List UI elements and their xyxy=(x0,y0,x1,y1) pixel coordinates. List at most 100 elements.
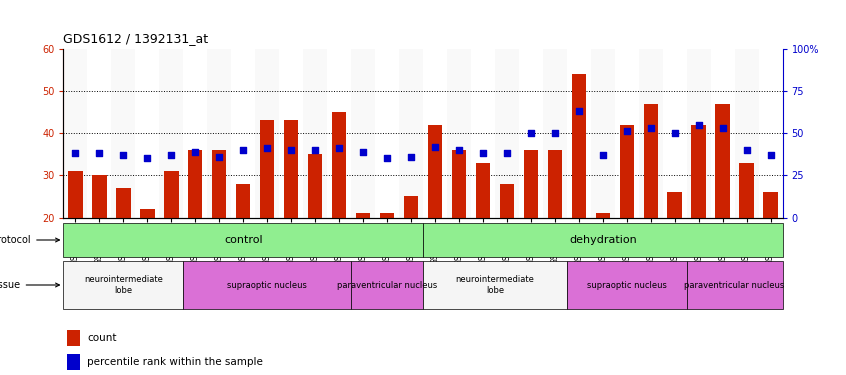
Text: tissue: tissue xyxy=(0,280,59,290)
Bar xyxy=(471,49,495,217)
Bar xyxy=(428,124,442,217)
Bar xyxy=(524,150,538,217)
Text: supraoptic nucleus: supraoptic nucleus xyxy=(228,280,307,290)
Bar xyxy=(284,120,299,218)
Bar xyxy=(207,49,231,217)
Bar xyxy=(231,49,255,217)
Bar xyxy=(687,49,711,217)
Bar xyxy=(332,112,346,218)
Bar xyxy=(67,330,80,346)
Bar xyxy=(260,120,274,218)
Text: neurointermediate
lobe: neurointermediate lobe xyxy=(84,275,162,295)
Bar xyxy=(303,49,327,217)
Bar xyxy=(615,49,639,217)
Bar xyxy=(639,49,662,217)
Bar xyxy=(711,49,734,217)
Bar xyxy=(279,49,303,217)
Bar xyxy=(734,49,759,217)
Point xyxy=(92,150,106,156)
Point xyxy=(428,144,442,150)
Bar xyxy=(596,213,610,217)
Bar xyxy=(255,49,279,217)
Point xyxy=(117,152,130,158)
Bar xyxy=(500,184,514,218)
Text: supraoptic nucleus: supraoptic nucleus xyxy=(587,280,667,290)
Bar xyxy=(543,49,567,217)
Bar xyxy=(63,261,184,309)
Bar xyxy=(667,192,682,217)
Text: GDS1612 / 1392131_at: GDS1612 / 1392131_at xyxy=(63,32,209,45)
Bar xyxy=(87,49,112,217)
Bar xyxy=(644,104,658,218)
Bar xyxy=(547,150,562,217)
Bar xyxy=(69,171,83,217)
Point xyxy=(261,146,274,152)
Bar xyxy=(212,150,227,217)
Bar xyxy=(763,192,777,217)
Bar xyxy=(423,223,783,257)
Point xyxy=(524,130,537,136)
Bar xyxy=(567,49,591,217)
Text: protocol: protocol xyxy=(0,235,59,245)
Text: count: count xyxy=(87,333,117,343)
Bar xyxy=(591,49,615,217)
Bar xyxy=(375,49,399,217)
Point xyxy=(764,152,777,158)
Point xyxy=(69,150,82,156)
Text: percentile rank within the sample: percentile rank within the sample xyxy=(87,357,263,367)
Point xyxy=(716,125,729,131)
Bar xyxy=(236,184,250,218)
Bar xyxy=(423,49,447,217)
Text: paraventricular nucleus: paraventricular nucleus xyxy=(337,280,437,290)
Text: dehydration: dehydration xyxy=(569,235,637,245)
Point xyxy=(500,150,514,156)
Bar xyxy=(112,49,135,217)
Point xyxy=(739,147,753,153)
Point xyxy=(667,130,681,136)
Point xyxy=(332,146,346,152)
Point xyxy=(189,148,202,154)
Bar xyxy=(351,261,423,309)
Bar xyxy=(687,261,783,309)
Bar xyxy=(135,49,159,217)
Point xyxy=(380,155,393,161)
Point xyxy=(452,147,465,153)
Bar xyxy=(423,261,567,309)
Bar xyxy=(67,354,80,370)
Bar xyxy=(92,176,107,217)
Bar xyxy=(327,49,351,217)
Bar xyxy=(184,261,351,309)
Point xyxy=(284,147,298,153)
Bar xyxy=(572,74,586,217)
Point xyxy=(404,154,418,160)
Bar xyxy=(452,150,466,217)
Point xyxy=(548,130,562,136)
Point xyxy=(596,152,609,158)
Bar xyxy=(475,163,490,218)
Point xyxy=(308,147,321,153)
Text: control: control xyxy=(224,235,262,245)
Point xyxy=(476,150,490,156)
Bar xyxy=(759,49,783,217)
Point xyxy=(356,148,370,154)
Point xyxy=(164,152,178,158)
Point xyxy=(212,154,226,160)
Bar xyxy=(380,213,394,217)
Point xyxy=(692,122,706,128)
Bar xyxy=(619,124,634,217)
Bar xyxy=(140,209,155,218)
Point xyxy=(620,128,634,135)
Bar xyxy=(164,171,179,217)
Bar xyxy=(495,49,519,217)
Bar xyxy=(739,163,754,218)
Bar xyxy=(308,154,322,218)
Bar xyxy=(399,49,423,217)
Bar xyxy=(159,49,184,217)
Bar xyxy=(404,196,418,217)
Bar xyxy=(447,49,471,217)
Bar xyxy=(519,49,543,217)
Bar xyxy=(351,49,375,217)
Bar xyxy=(188,150,202,217)
Bar xyxy=(184,49,207,217)
Point xyxy=(644,125,657,131)
